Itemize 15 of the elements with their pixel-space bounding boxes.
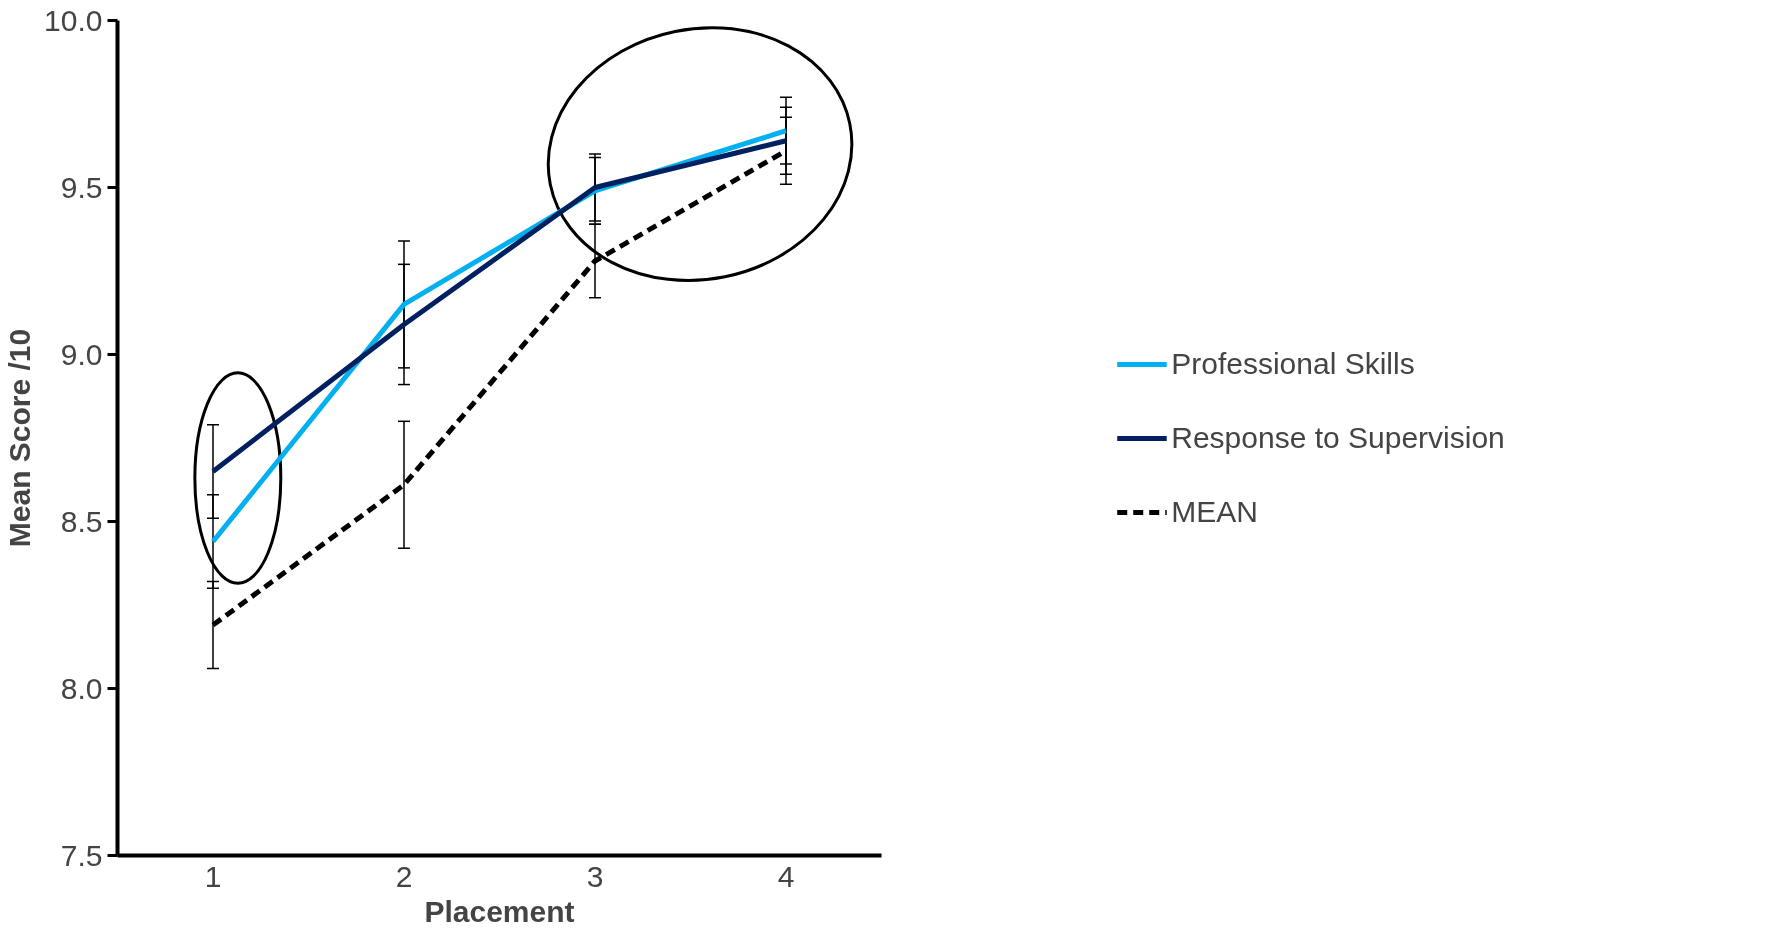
y-tick-label: 8.0 [60,671,103,705]
y-tick-label: 8.5 [60,504,103,538]
y-tick-label: 10.0 [44,3,103,37]
x-axis-title: Placement [424,894,575,928]
legend-label: Professional Skills [1171,346,1415,381]
y-tick-label: 7.5 [60,838,103,872]
y-tick-label: 9.0 [60,337,103,371]
x-tick-label: 2 [395,859,413,893]
y-axis-title: Mean Score /10 [3,328,37,548]
x-tick-label: 3 [586,859,604,893]
legend-label: Response to Supervision [1171,420,1505,455]
y-tick-label: 9.5 [60,170,103,204]
x-tick-label: 1 [204,859,222,893]
x-tick-label: 4 [777,859,795,893]
legend-label: MEAN [1171,494,1258,529]
